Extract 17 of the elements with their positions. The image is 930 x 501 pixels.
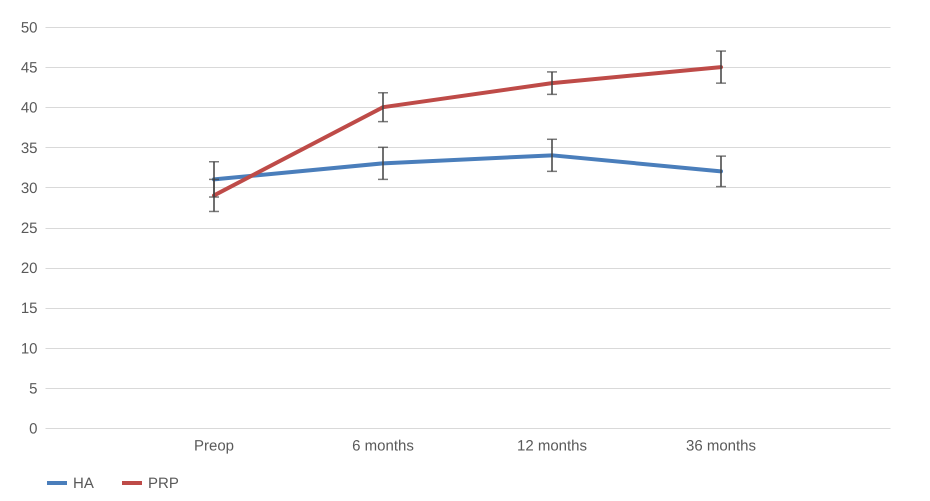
y-tick-label: 20 <box>20 260 38 278</box>
y-tick-label: 30 <box>20 180 38 197</box>
y-tick-label: 5 <box>29 380 38 398</box>
y-tick-label: 50 <box>20 20 38 36</box>
x-tick-label: 36 months <box>686 438 756 454</box>
x-tick-label: 12 months <box>516 438 588 454</box>
legend-label: PRP <box>148 475 179 492</box>
y-tick-label: 0 <box>29 420 38 438</box>
x-tick-label: 6 months <box>352 438 414 454</box>
y-tick-label: 45 <box>20 60 38 77</box>
y-tick-label: 35 <box>20 140 38 157</box>
y-tick-label: 40 <box>20 100 38 117</box>
y-tick-label: 10 <box>20 340 38 358</box>
x-tick-label: Preop <box>194 438 234 454</box>
y-tick-label: 25 <box>20 220 38 237</box>
y-tick-label: 15 <box>20 300 38 318</box>
legend-label: HA <box>73 475 94 492</box>
